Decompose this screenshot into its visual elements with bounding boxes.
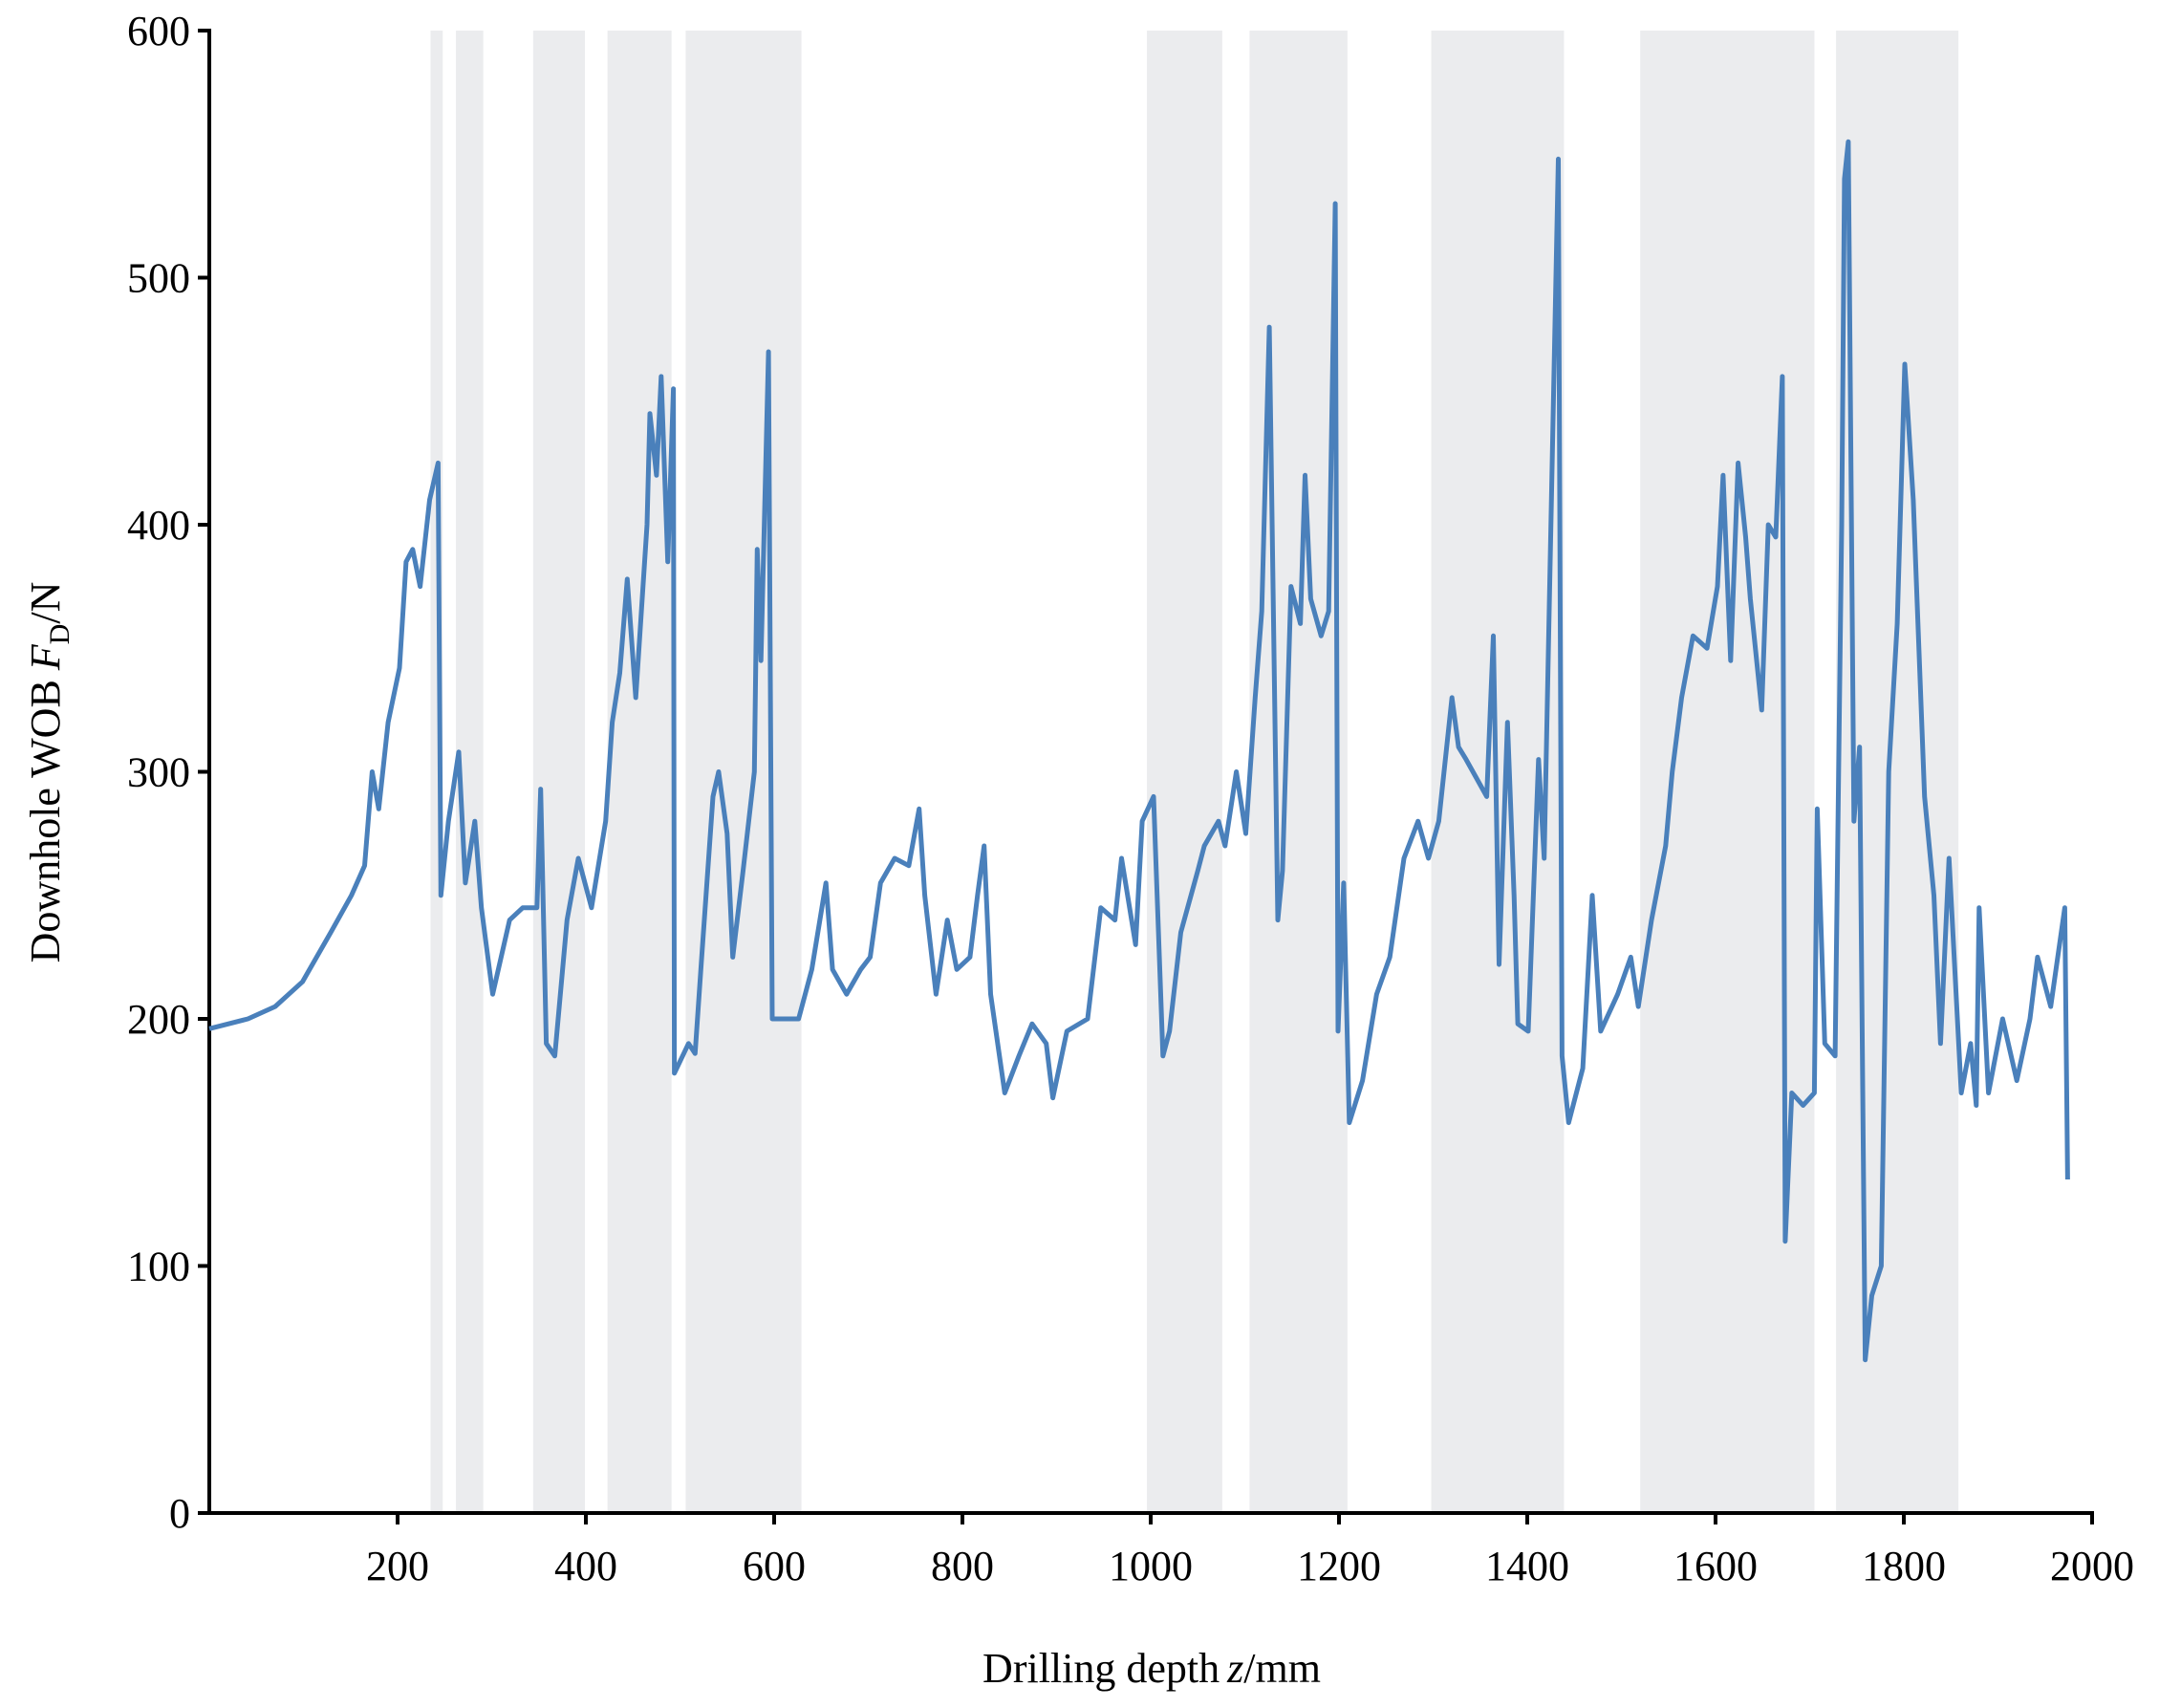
y-tick-label: 500 <box>127 255 190 302</box>
x-tick-label: 1400 <box>1485 1543 1569 1589</box>
x-tick-label: 400 <box>554 1543 617 1589</box>
tick-layer: 0 100 200 300 400 500 600 200 400 600 800 1000 1200 1… <box>127 8 2134 1589</box>
x-tick-label: 1600 <box>1673 1543 1758 1589</box>
x-tick-label: 600 <box>743 1543 806 1589</box>
shade-layer <box>430 31 1959 1513</box>
shaded-region <box>532 31 586 1513</box>
x-tick-label: 200 <box>366 1543 429 1589</box>
y-axis-label-text: Downhole WOB <box>22 680 69 962</box>
x-axis-label-text: Drilling depth <box>982 1645 1220 1692</box>
y-tick-label: 200 <box>127 996 190 1043</box>
y-axis-label-unit: /N <box>22 582 69 624</box>
x-tick-label: 1800 <box>1862 1543 1946 1589</box>
y-tick-label: 300 <box>127 749 190 796</box>
y-tick-label: 400 <box>127 502 190 549</box>
shaded-region <box>430 31 443 1513</box>
y-tick-label: 0 <box>169 1490 190 1537</box>
x-tick-label: 1000 <box>1109 1543 1193 1589</box>
shaded-region <box>1640 31 1815 1513</box>
shaded-region <box>1147 31 1222 1513</box>
x-axis-label: Drilling depth z/mm <box>982 1645 1321 1692</box>
y-axis-label: Downhole WOB FD/N <box>22 582 76 963</box>
shaded-region <box>607 31 672 1513</box>
x-axis-label-var: z <box>1226 1645 1243 1692</box>
x-axis-label-unit: /mm <box>1243 1645 1321 1692</box>
data-line <box>208 139 2070 1363</box>
shaded-region <box>685 31 802 1513</box>
y-tick-label: 600 <box>127 8 190 54</box>
x-tick-label: 1200 <box>1297 1543 1381 1589</box>
line-layer <box>208 139 2070 1363</box>
x-tick-label: 800 <box>931 1543 994 1589</box>
x-tick-label: 2000 <box>2050 1543 2134 1589</box>
y-axis-label-sub: D <box>44 624 76 645</box>
y-tick-label: 100 <box>127 1243 190 1290</box>
y-axis-label-var: F <box>22 643 69 671</box>
shaded-region <box>1249 31 1348 1513</box>
